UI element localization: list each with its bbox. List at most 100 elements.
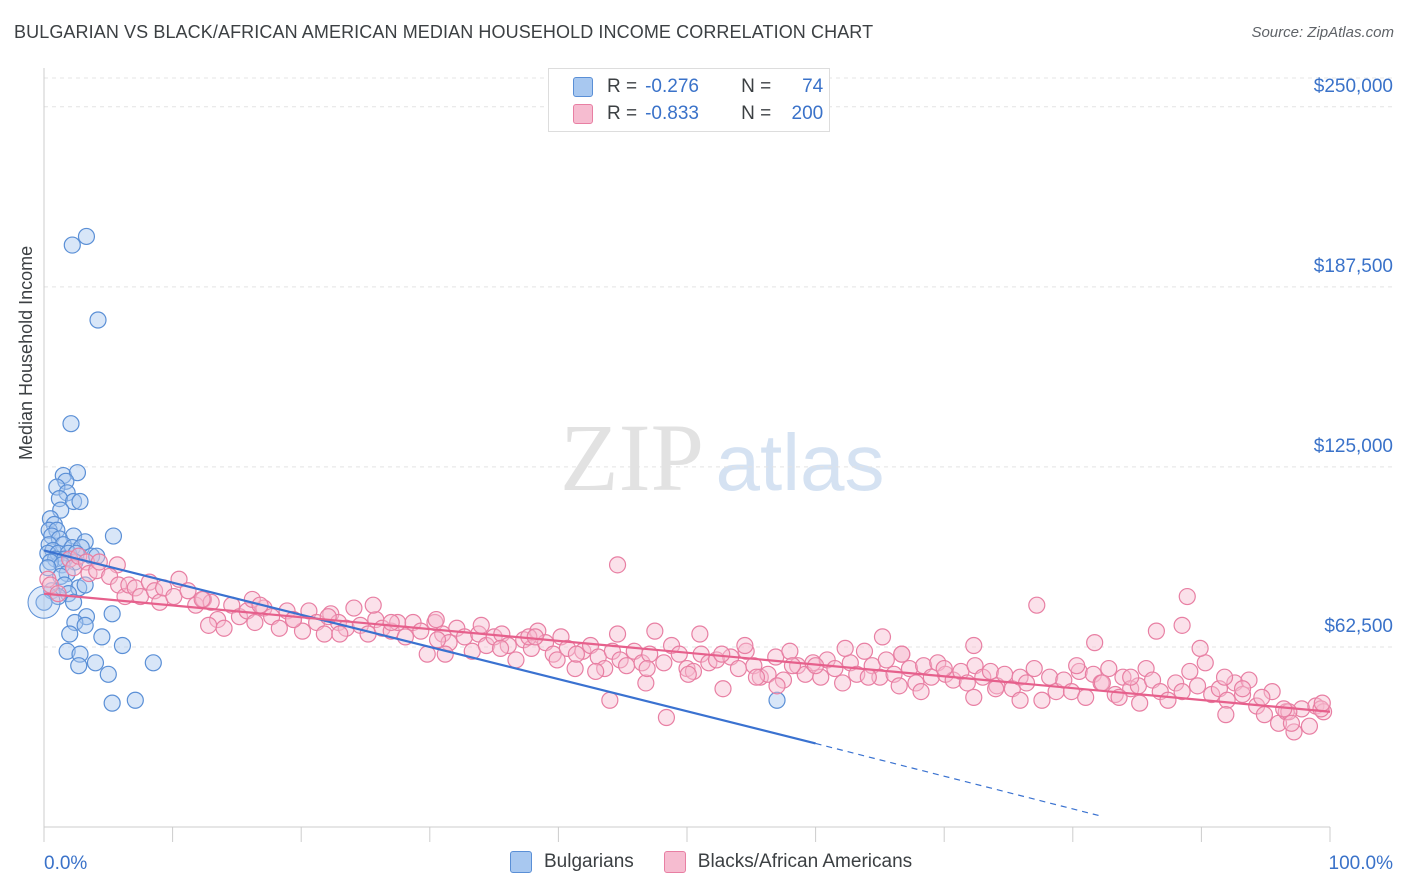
african-american-point: [100, 567, 119, 585]
african-american-point: [981, 662, 1000, 681]
african-american-point: [729, 659, 748, 678]
african-american-point: [781, 642, 799, 660]
bulgarian-point: [103, 605, 121, 623]
african-american-point: [193, 590, 211, 609]
african-american-point: [859, 668, 877, 686]
african-american-point: [1011, 668, 1029, 686]
african-american-point: [1178, 587, 1196, 606]
african-american-point: [1033, 691, 1051, 709]
african-american-point: [428, 631, 447, 649]
african-american-point: [638, 659, 656, 678]
bulgarian-point: [58, 642, 76, 660]
african-american-point: [714, 680, 732, 698]
chart-title: BULGARIAN VS BLACK/AFRICAN AMERICAN MEDI…: [14, 22, 874, 42]
tick-labels: $62,500 $125,000 $187,500 $250,000 0.0% 100.0…: [44, 76, 1393, 874]
african-american-point: [331, 625, 349, 643]
african-american-point: [1131, 694, 1149, 712]
african-american-point: [215, 619, 233, 637]
african-american-point: [1217, 706, 1235, 724]
bulgarian-point: [99, 665, 117, 683]
axes: [43, 68, 1331, 842]
y-tick-label: $187,500: [1314, 256, 1393, 277]
african-american-point: [737, 642, 755, 660]
african-american-point: [608, 625, 627, 643]
bottom-legend-label-african-americans: Blacks/African Americans: [697, 851, 913, 872]
african-american-point: [684, 662, 703, 681]
bulgarian-point: [103, 694, 121, 712]
legend-n-value: 200: [791, 103, 824, 124]
african-american-point: [670, 645, 688, 663]
african-american-point: [246, 613, 264, 632]
african-american-point: [345, 599, 363, 617]
african-american-point: [834, 674, 852, 692]
african-american-point: [873, 628, 892, 646]
legend-row-african-americans: R = -0.833 N = 200: [573, 101, 823, 127]
bulgarian-point: [71, 492, 89, 511]
african-american-point: [427, 610, 445, 629]
african-american-point: [491, 639, 510, 657]
bulgarian-point: [68, 464, 87, 482]
african-american-point: [587, 662, 605, 681]
african-american-point: [1255, 706, 1274, 724]
bulgarian-point: [768, 691, 786, 709]
african-american-point: [1218, 691, 1236, 709]
bulgarian-point: [86, 654, 105, 672]
african-american-point: [996, 665, 1014, 683]
x-tick-label-start: 0.0%: [44, 853, 87, 874]
bulgarian-point: [144, 654, 162, 672]
bulgarian-point: [63, 236, 81, 254]
african-american-point: [1173, 616, 1191, 634]
african-american-point: [526, 628, 544, 646]
y-tick-label: $125,000: [1314, 436, 1393, 457]
african-american-point: [412, 622, 430, 640]
african-american-point: [1011, 691, 1029, 709]
african-american-point: [1263, 683, 1281, 701]
y-tick-label: $62,500: [1324, 616, 1393, 637]
african-american-point: [507, 651, 525, 669]
african-american-point: [1188, 677, 1207, 695]
african-american-point: [200, 616, 218, 634]
bulgarian-point: [104, 527, 123, 545]
bulgarian-point: [77, 227, 96, 246]
african-american-point: [1215, 668, 1234, 686]
bulgarian-point: [61, 625, 79, 643]
african-american-point: [611, 651, 629, 669]
african-american-point: [601, 691, 619, 709]
african-american-point: [826, 659, 844, 678]
african-american-point: [1181, 662, 1199, 681]
african-american-point: [382, 613, 400, 632]
bulgarian-point: [64, 593, 83, 611]
legend-swatch-bulgarians: [573, 77, 593, 97]
african-american-point: [1147, 622, 1165, 640]
bottom-legend: Bulgarians Blacks/African Americans: [510, 851, 912, 873]
african-american-point: [1196, 654, 1214, 672]
african-americans-trend-line: [43, 592, 1331, 713]
african-american-point: [646, 622, 664, 640]
legend-r-label: R =: [607, 76, 638, 97]
african-american-point: [1122, 668, 1140, 686]
bulgarian-point: [76, 616, 94, 634]
african-american-point: [965, 636, 983, 655]
legend-n-value: 74: [802, 76, 824, 97]
african-american-point: [1233, 685, 1252, 704]
bulgarian-point: [126, 691, 144, 709]
african-american-point: [1100, 659, 1118, 678]
african-american-point: [1068, 657, 1086, 675]
source-label: Source: ZipAtlas.com: [1251, 24, 1394, 41]
african-american-point: [1282, 714, 1301, 732]
african-american-point: [987, 680, 1005, 698]
african-american-point: [922, 668, 940, 686]
bottom-legend-label-bulgarians: Bulgarians: [544, 851, 634, 872]
african-american-point: [1313, 694, 1331, 712]
african-american-point: [783, 657, 802, 675]
african-american-point: [1093, 674, 1111, 692]
bulgarian-point: [89, 311, 107, 329]
bulgarians-trend-line: [43, 549, 816, 745]
african-american-point: [912, 683, 930, 701]
african-american-point: [965, 688, 983, 706]
legend: R = -0.276 N = 74 R = -0.833 N = 200: [548, 68, 830, 132]
african-american-point: [890, 677, 908, 695]
bulgarian-point: [70, 657, 88, 675]
african-american-point: [1159, 691, 1177, 709]
